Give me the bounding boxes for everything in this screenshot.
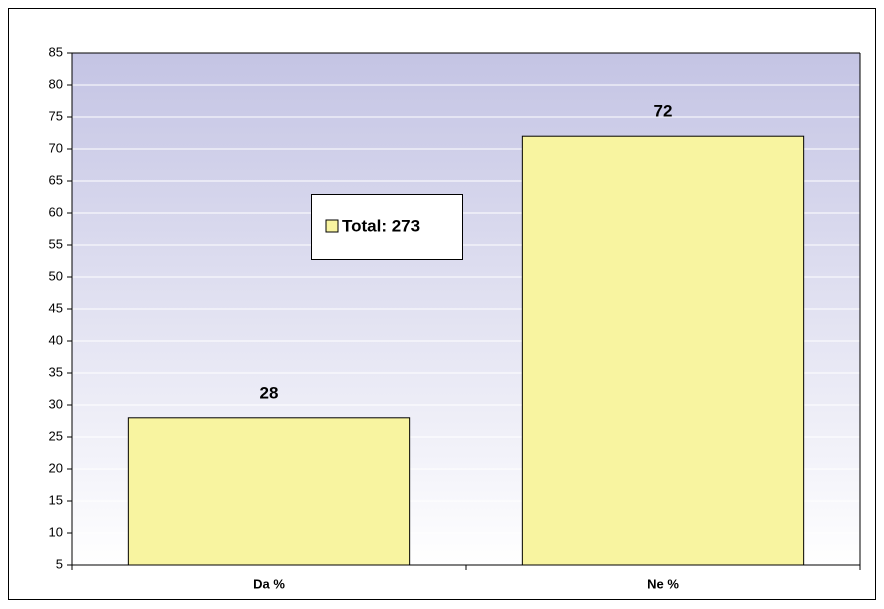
y-tick-label: 50: [49, 268, 63, 283]
y-tick-label: 45: [49, 300, 63, 315]
data-label: 28: [260, 383, 279, 402]
bar: [521, 135, 805, 566]
y-tick-label: 75: [49, 108, 63, 123]
bar: [127, 417, 411, 566]
y-tick-label: 65: [49, 172, 63, 187]
y-tick-label: 55: [49, 236, 63, 251]
y-tick-label: 85: [49, 44, 63, 59]
y-tick-label: 10: [49, 524, 63, 539]
legend-swatch: [325, 219, 339, 233]
x-tick-label: Da %: [253, 576, 285, 591]
y-tick-label: 15: [49, 492, 63, 507]
y-tick-label: 40: [49, 332, 63, 347]
data-label: 72: [654, 102, 673, 121]
x-tick-label: Ne %: [647, 576, 679, 591]
y-tick-label: 35: [49, 364, 63, 379]
y-tick-label: 5: [56, 556, 63, 571]
legend-label: Total: 273: [342, 216, 420, 235]
y-tick-label: 20: [49, 460, 63, 475]
y-tick-label: 80: [49, 76, 63, 91]
y-tick-label: 60: [49, 204, 63, 219]
y-tick-label: 70: [49, 140, 63, 155]
y-tick-label: 25: [49, 428, 63, 443]
y-tick-label: 30: [49, 396, 63, 411]
